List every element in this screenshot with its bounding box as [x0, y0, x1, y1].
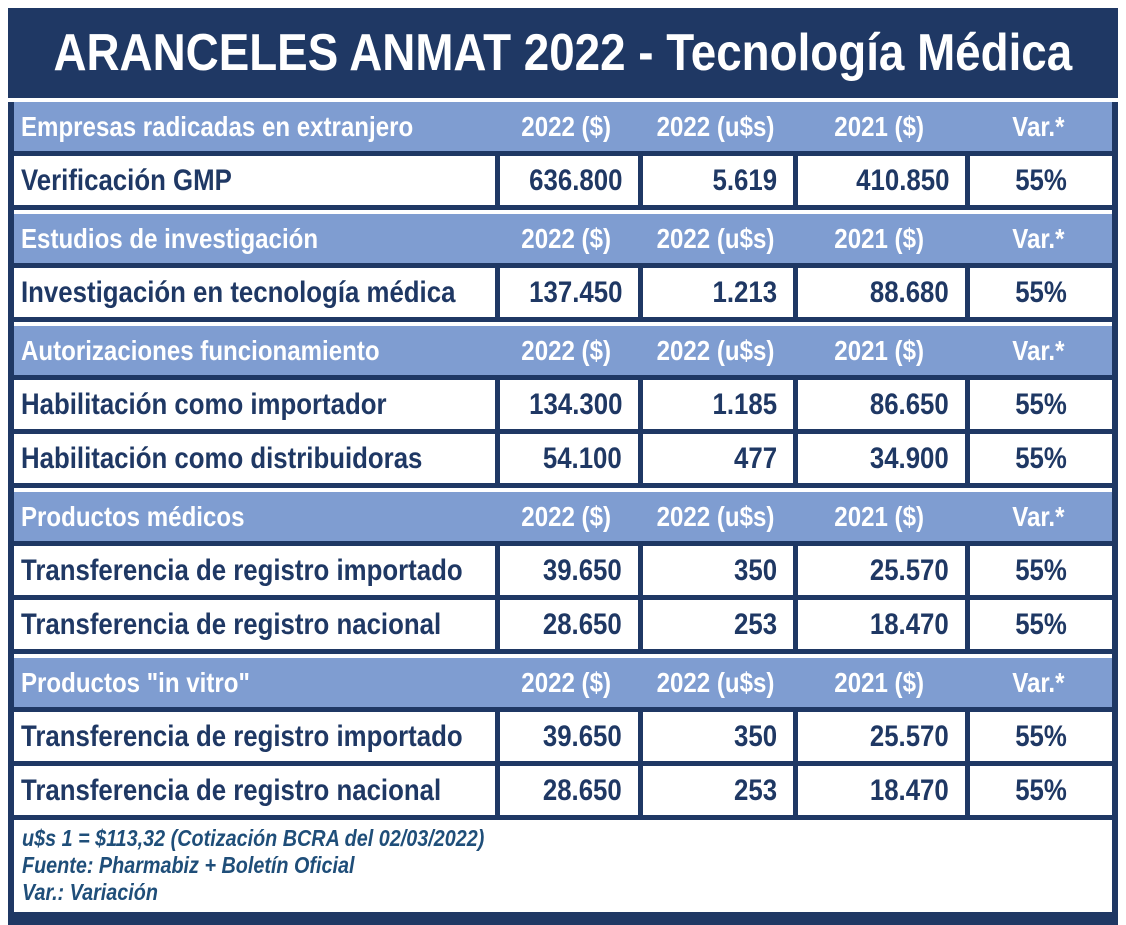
- value-variation: 55%: [965, 712, 1112, 761]
- section-title: Productos "in vitro": [21, 666, 250, 698]
- value-2022-ars: 134.300: [495, 380, 638, 429]
- value-variation: 55%: [965, 434, 1112, 483]
- column-header-2022-usd: 2022 (u$s): [656, 334, 775, 366]
- section-title: Empresas radicadas en extranjero: [21, 110, 414, 142]
- table-row: Verificación GMP 636.800 5.619 410.850 5…: [14, 156, 1112, 210]
- value-2022-usd: 5.619: [638, 156, 793, 205]
- table-row: Transferencia de registro importado 39.6…: [14, 712, 1112, 766]
- footnote-source: Fuente: Pharmabiz + Boletín Oficial: [22, 852, 355, 878]
- section-header-row-productos-medicos: Productos médicos 2022 ($) 2022 (u$s) 20…: [14, 492, 1112, 546]
- column-header-2021-ars: 2021 ($): [834, 222, 924, 254]
- value-2022-ars: 39.650: [495, 546, 638, 595]
- value-2021-ars: 25.570: [793, 546, 965, 595]
- value-2022-ars: 137.450: [495, 268, 638, 317]
- table-row: Habilitación como distribuidoras 54.100 …: [14, 434, 1112, 488]
- footnotes: u$s 1 = $113,32 (Cotización BCRA del 02/…: [8, 820, 1118, 912]
- value-2022-usd: 1.213: [638, 268, 793, 317]
- column-header-2022-usd: 2022 (u$s): [656, 500, 775, 532]
- page-title-text: ARANCELES ANMAT 2022 - Tecnología Médica: [53, 24, 1073, 82]
- table-row: Transferencia de registro nacional 28.65…: [14, 766, 1112, 820]
- column-header-2022-usd: 2022 (u$s): [656, 110, 775, 142]
- value-2021-ars: 410.850: [793, 156, 965, 205]
- value-2021-ars: 34.900: [793, 434, 965, 483]
- section-title: Autorizaciones funcionamiento: [21, 334, 380, 366]
- column-header-2022-ars: 2022 ($): [521, 110, 612, 142]
- row-label: Transferencia de registro nacional: [21, 607, 442, 641]
- table-row: Investigación en tecnología médica 137.4…: [14, 268, 1112, 322]
- row-label: Verificación GMP: [21, 163, 232, 197]
- column-header-var: Var.*: [1012, 666, 1065, 698]
- value-variation: 55%: [965, 600, 1112, 649]
- value-2022-ars: 636.800: [495, 156, 638, 205]
- value-2021-ars: 86.650: [793, 380, 965, 429]
- section-header-row-productos-in-vitro: Productos "in vitro" 2022 ($) 2022 (u$s)…: [14, 658, 1112, 712]
- value-variation: 55%: [965, 546, 1112, 595]
- section-title: Productos médicos: [21, 500, 245, 532]
- value-2022-usd: 253: [638, 600, 793, 649]
- footnote-exchange-rate: u$s 1 = $113,32 (Cotización BCRA del 02/…: [22, 825, 485, 851]
- column-header-var: Var.*: [1012, 222, 1065, 254]
- tariff-table: Empresas radicadas en extranjero 2022 ($…: [8, 102, 1118, 820]
- column-header-2022-usd: 2022 (u$s): [656, 666, 775, 698]
- page-title: ARANCELES ANMAT 2022 - Tecnología Médica: [8, 8, 1118, 98]
- value-2022-ars: 54.100: [495, 434, 638, 483]
- column-header-var: Var.*: [1012, 334, 1065, 366]
- value-2022-ars: 28.650: [495, 600, 638, 649]
- column-header-2021-ars: 2021 ($): [834, 110, 924, 142]
- value-2021-ars: 18.470: [793, 600, 965, 649]
- value-2022-usd: 350: [638, 712, 793, 761]
- row-label: Transferencia de registro importado: [21, 553, 463, 587]
- value-2022-usd: 1.185: [638, 380, 793, 429]
- row-label: Transferencia de registro nacional: [21, 773, 442, 807]
- value-variation: 55%: [965, 766, 1112, 815]
- row-label: Transferencia de registro importado: [21, 719, 463, 753]
- column-header-var: Var.*: [1012, 500, 1065, 532]
- section-title: Estudios de investigación: [21, 222, 319, 254]
- value-2021-ars: 25.570: [793, 712, 965, 761]
- row-label: Habilitación como importador: [21, 387, 387, 421]
- column-header-2022-ars: 2022 ($): [521, 666, 612, 698]
- row-label: Habilitación como distribuidoras: [21, 441, 423, 475]
- footnote-var-definition: Var.: Variación: [22, 879, 158, 905]
- value-variation: 55%: [965, 268, 1112, 317]
- value-2021-ars: 88.680: [793, 268, 965, 317]
- column-header-2022-ars: 2022 ($): [521, 222, 612, 254]
- column-header-2021-ars: 2021 ($): [834, 334, 924, 366]
- bottom-border-bar: [8, 912, 1118, 925]
- table-row: Habilitación como importador 134.300 1.1…: [14, 380, 1112, 434]
- column-header-2021-ars: 2021 ($): [834, 666, 924, 698]
- column-header-2022-ars: 2022 ($): [521, 334, 612, 366]
- value-2022-ars: 28.650: [495, 766, 638, 815]
- value-variation: 55%: [965, 156, 1112, 205]
- table-row: Transferencia de registro importado 39.6…: [14, 546, 1112, 600]
- section-header-row-autorizaciones: Autorizaciones funcionamiento 2022 ($) 2…: [14, 326, 1112, 380]
- column-header-2022-ars: 2022 ($): [521, 500, 612, 532]
- section-header-row-estudios: Estudios de investigación 2022 ($) 2022 …: [14, 214, 1112, 268]
- value-variation: 55%: [965, 380, 1112, 429]
- column-header-2021-ars: 2021 ($): [834, 500, 924, 532]
- column-header-var: Var.*: [1012, 110, 1065, 142]
- row-label: Investigación en tecnología médica: [21, 275, 456, 309]
- value-2022-usd: 477: [638, 434, 793, 483]
- table-row: Transferencia de registro nacional 28.65…: [14, 600, 1112, 654]
- section-header-row-empresas: Empresas radicadas en extranjero 2022 ($…: [14, 102, 1112, 156]
- value-2021-ars: 18.470: [793, 766, 965, 815]
- value-2022-ars: 39.650: [495, 712, 638, 761]
- column-header-2022-usd: 2022 (u$s): [656, 222, 775, 254]
- value-2022-usd: 350: [638, 546, 793, 595]
- value-2022-usd: 253: [638, 766, 793, 815]
